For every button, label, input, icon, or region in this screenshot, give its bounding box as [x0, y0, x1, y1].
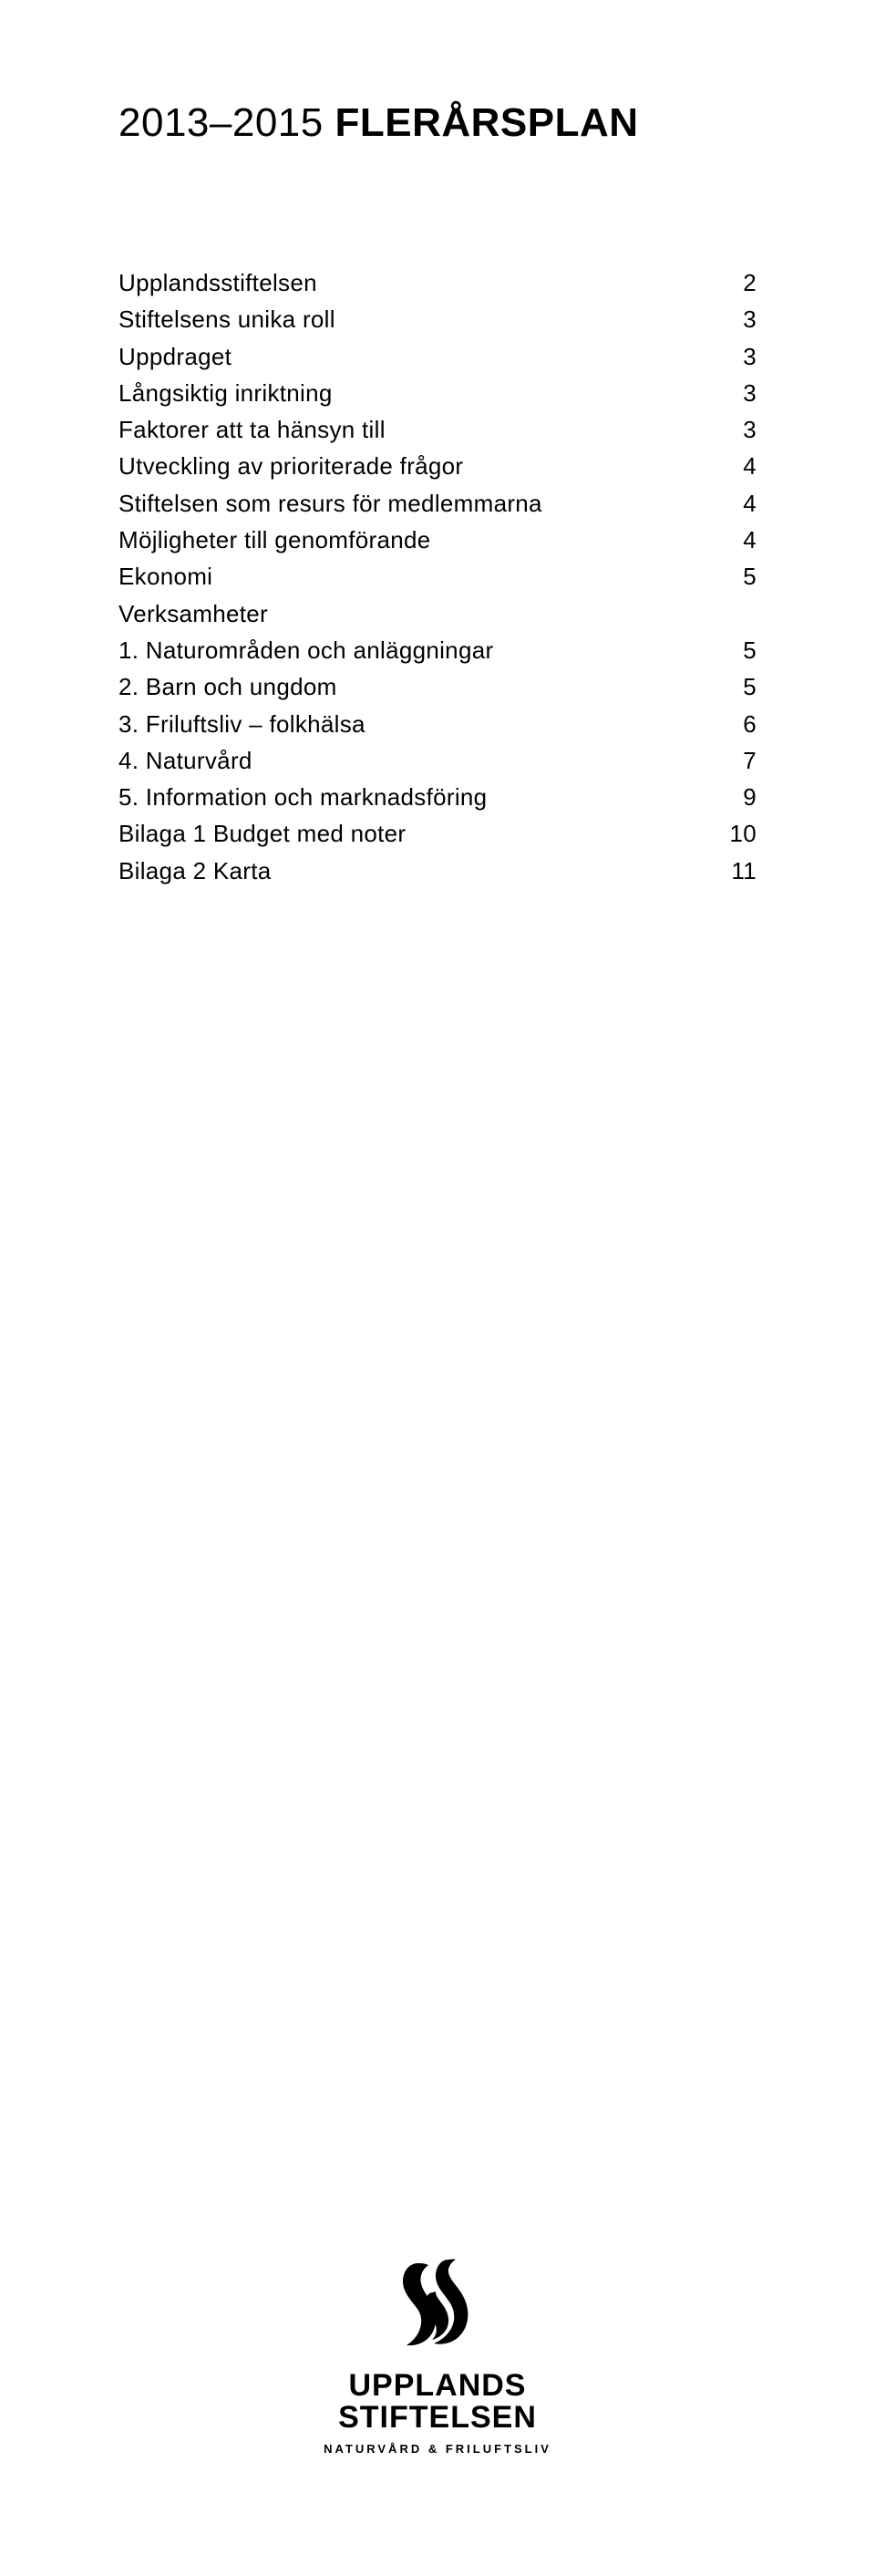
toc-row: Utveckling av prioriterade frågor 4 — [118, 448, 757, 484]
toc-label: 4. Naturvård — [118, 742, 252, 779]
toc-row: 3. Friluftsliv – folkhälsa 6 — [118, 706, 757, 742]
toc-page: 4 — [702, 485, 757, 522]
toc-page: 7 — [702, 742, 757, 779]
toc-label: Stiftelsen som resurs för medlemmarna — [118, 485, 542, 522]
toc-row: 2. Barn och ungdom 5 — [118, 668, 757, 705]
toc-label: Uppdraget — [118, 338, 232, 375]
title-name: FLERÅRSPLAN — [335, 100, 638, 145]
toc-row: Möjligheter till genomförande 4 — [118, 522, 757, 558]
toc-page: 3 — [702, 411, 757, 448]
logo-line2: STIFTELSEN — [324, 2402, 551, 2435]
toc-row: 5. Information och marknadsföring 9 — [118, 779, 757, 815]
toc-label: Långsiktig inriktning — [118, 375, 333, 411]
footer: UPPLANDS STIFTELSEN NATURVÅRD & FRILUFTS… — [0, 2256, 875, 2457]
toc-label: Verksamheter — [118, 595, 268, 632]
toc-page: 5 — [702, 632, 757, 668]
toc-row: Bilaga 2 Karta 11 — [118, 853, 757, 889]
toc-label: Upplandsstiftelsen — [118, 264, 317, 301]
toc-label: Ekonomi — [118, 558, 212, 595]
toc-label: 5. Information och marknadsföring — [118, 779, 487, 815]
toc-page: 3 — [702, 301, 757, 337]
toc-label: Möjligheter till genomförande — [118, 522, 431, 558]
toc-page: 4 — [702, 448, 757, 484]
toc-row: Bilaga 1 Budget med noter 10 — [118, 815, 757, 852]
toc-label: 1. Naturområden och anläggningar — [118, 632, 493, 668]
logo-line1: UPPLANDS — [324, 2370, 551, 2403]
toc-page: 6 — [702, 706, 757, 742]
toc-row: Uppdraget 3 — [118, 338, 757, 375]
toc-row: Ekonomi 5 — [118, 558, 757, 595]
toc-row: Stiftelsens unika roll 3 — [118, 301, 757, 337]
toc-row: Upplandsstiftelsen 2 — [118, 264, 757, 301]
logo-icon — [383, 2256, 492, 2361]
toc-row: 4. Naturvård 7 — [118, 742, 757, 779]
toc-label: Bilaga 2 Karta — [118, 853, 272, 889]
toc-page: 2 — [702, 264, 757, 301]
toc-label: 2. Barn och ungdom — [118, 668, 337, 705]
document-title: 2013–2015 FLERÅRSPLAN — [118, 100, 757, 146]
toc-row: Långsiktig inriktning 3 — [118, 375, 757, 411]
toc-label: Utveckling av prioriterade frågor — [118, 448, 463, 484]
title-years: 2013–2015 — [118, 100, 324, 145]
toc-page: 5 — [702, 558, 757, 595]
toc-row: 1. Naturområden och anläggningar 5 — [118, 632, 757, 668]
toc-label: Faktorer att ta hänsyn till — [118, 411, 386, 448]
toc-page: 4 — [702, 522, 757, 558]
toc-page: 11 — [702, 853, 757, 889]
logo: UPPLANDS STIFTELSEN NATURVÅRD & FRILUFTS… — [324, 2256, 551, 2456]
logo-subtext: NATURVÅRD & FRILUFTSLIV — [324, 2442, 551, 2456]
toc-row: Stiftelsen som resurs för medlemmarna 4 — [118, 485, 757, 522]
toc-page: 5 — [702, 668, 757, 705]
table-of-contents: Upplandsstiftelsen 2 Stiftelsens unika r… — [118, 264, 757, 889]
toc-page: 3 — [702, 375, 757, 411]
toc-page: 3 — [702, 338, 757, 375]
toc-label: Bilaga 1 Budget med noter — [118, 815, 406, 852]
toc-row: Verksamheter — [118, 595, 757, 632]
toc-label: 3. Friluftsliv – folkhälsa — [118, 706, 365, 742]
toc-page: 10 — [702, 815, 757, 852]
toc-label: Stiftelsens unika roll — [118, 301, 335, 337]
toc-page: 9 — [702, 779, 757, 815]
toc-row: Faktorer att ta hänsyn till 3 — [118, 411, 757, 448]
